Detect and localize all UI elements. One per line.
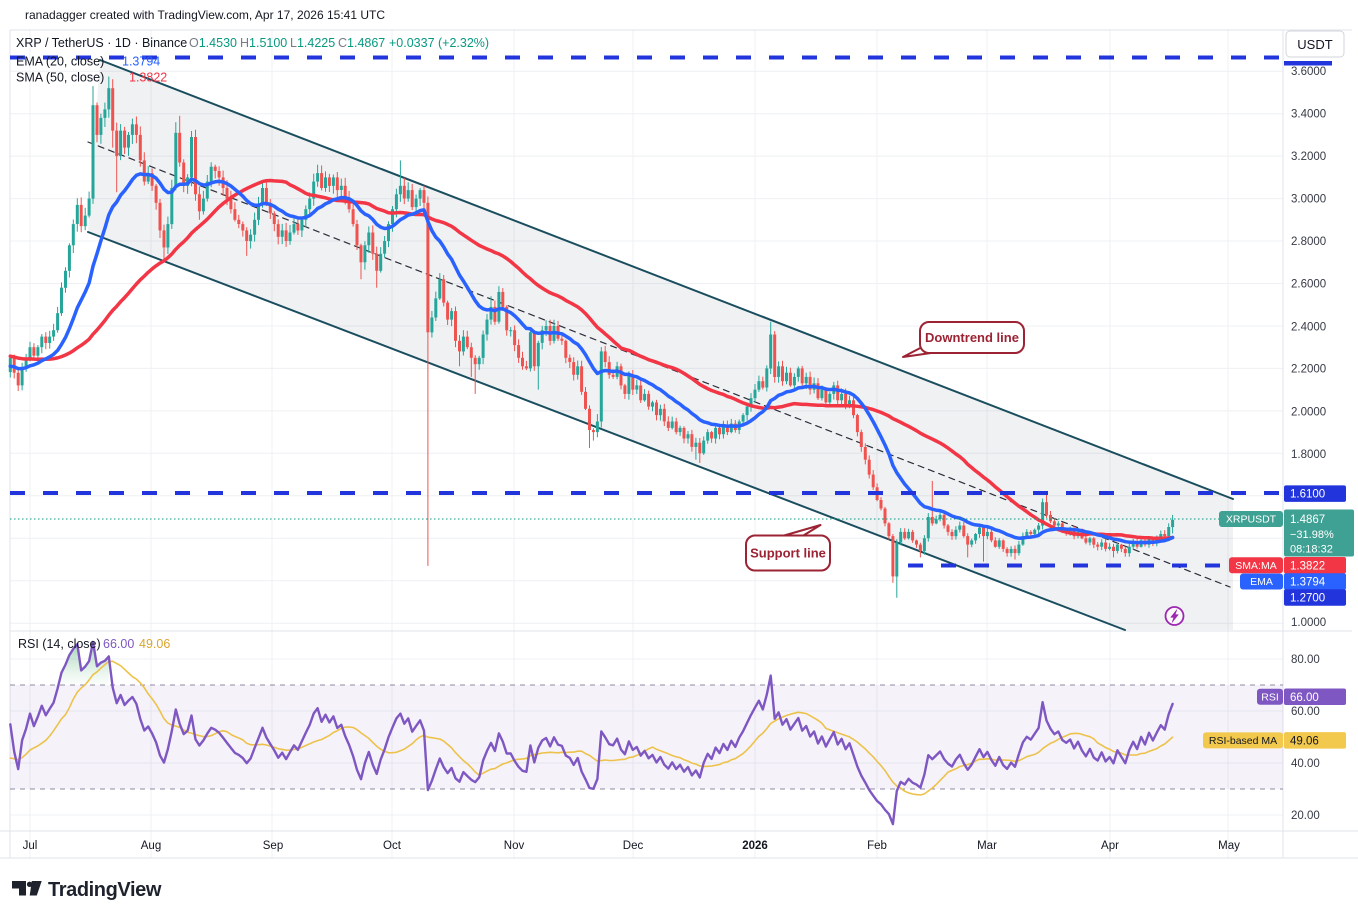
svg-text:SMA:MA: SMA:MA [1235,560,1276,572]
svg-text:1.3822: 1.3822 [1290,560,1325,572]
svg-text:2026: 2026 [742,840,768,852]
svg-text:Feb: Feb [867,840,887,852]
svg-text:Oct: Oct [383,840,402,852]
svg-text:May: May [1218,840,1240,852]
svg-text:Downtrend line: Downtrend line [925,330,1019,345]
svg-text:40.00: 40.00 [1291,758,1320,770]
svg-text:2.2000: 2.2000 [1291,364,1326,376]
svg-text:Apr: Apr [1101,840,1119,852]
svg-text:2.0000: 2.0000 [1291,406,1326,418]
svg-text:20.00: 20.00 [1291,810,1320,822]
svg-text:SMA (50, close)1.3822: SMA (50, close) 1.3822 [16,71,167,85]
svg-text:Dec: Dec [623,840,644,852]
svg-text:RSI-based MA: RSI-based MA [1209,735,1277,747]
svg-text:XRPUSDT: XRPUSDT [1226,514,1277,526]
svg-text:3.2000: 3.2000 [1291,151,1326,163]
svg-text:66.00: 66.00 [1290,692,1319,704]
svg-text:1.4867: 1.4867 [1290,514,1325,526]
svg-text:60.00: 60.00 [1291,706,1320,718]
svg-text:2.6000: 2.6000 [1291,279,1326,291]
svg-text:2.8000: 2.8000 [1291,236,1326,248]
svg-text:Support line: Support line [750,546,826,561]
svg-text:1.6100: 1.6100 [1290,489,1325,501]
svg-text:1.0000: 1.0000 [1291,617,1326,629]
svg-text:3.6000: 3.6000 [1291,66,1326,78]
svg-text:Mar: Mar [977,840,997,852]
svg-text:2.4000: 2.4000 [1291,321,1326,333]
svg-text:49.06: 49.06 [1290,735,1319,747]
svg-text:TradingView: TradingView [48,879,162,901]
svg-text:1.3794: 1.3794 [1290,577,1326,589]
svg-text:EMA: EMA [1250,576,1273,588]
svg-text:3.0000: 3.0000 [1291,194,1326,206]
svg-text:Nov: Nov [504,840,525,852]
svg-text:ranadagger created with Tradin: ranadagger created with TradingView.com,… [25,8,385,22]
svg-text:USDT: USDT [1297,37,1332,52]
svg-text:RSI: RSI [1261,691,1279,703]
svg-text:80.00: 80.00 [1291,654,1320,666]
svg-text:1.2700: 1.2700 [1290,593,1325,605]
svg-text:−31.98%: −31.98% [1290,529,1334,541]
svg-text:Aug: Aug [141,840,161,852]
svg-text:08:18:32: 08:18:32 [1290,544,1333,556]
svg-text:Jul: Jul [23,840,38,852]
svg-text:Sep: Sep [263,840,283,852]
svg-text:EMA (20, close)1.3794: EMA (20, close) 1.3794 [16,55,160,69]
svg-text:1.8000: 1.8000 [1291,449,1326,461]
svg-text:3.4000: 3.4000 [1291,109,1326,121]
